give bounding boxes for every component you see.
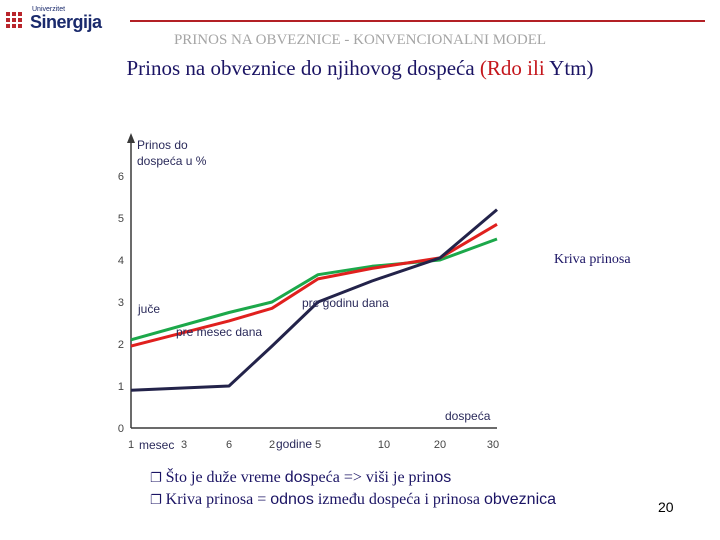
logo-mark-icon xyxy=(6,12,22,28)
y-tick-label: 1 xyxy=(118,381,124,393)
x-tick-label: 1 xyxy=(128,439,134,451)
label-pre-mesec-dana: pre mesec dana xyxy=(176,325,262,339)
y-tick-label: 5 xyxy=(118,213,124,225)
x-tick-label: 6 xyxy=(226,439,232,451)
annotation-kriva-prinosa: Kriva prinosa xyxy=(554,252,631,267)
y-tick-label: 0 xyxy=(118,423,124,435)
sinergija-logo: Univerzitet Sinergija xyxy=(6,6,102,32)
bullet-icon: ❐ xyxy=(150,493,162,508)
x-tick-label: 30 xyxy=(487,439,499,451)
logo-small-text: Univerzitet xyxy=(32,6,66,13)
x-tick-label: 20 xyxy=(434,439,446,451)
series-line xyxy=(130,208,498,392)
header-title: PRINOS NA OBVEZNICE - KONVENCIONALNI MOD… xyxy=(173,32,547,48)
y-tick-label: 2 xyxy=(118,339,124,351)
bullet-list: ❐ Što je duže vreme dospeća => viši je pr… xyxy=(150,467,556,511)
slide-title: Prinos na obveznice do njihovog dospeća … xyxy=(0,56,720,81)
y-axis-label-line2: dospeća u % xyxy=(137,154,207,168)
y-tick-label: 3 xyxy=(118,297,124,309)
x-axis-label: dospeća xyxy=(445,409,491,423)
y-axis-label-line1: Prinos do xyxy=(137,138,188,152)
x-tick-label: 10 xyxy=(378,439,390,451)
label-pre-godinu-dana: pre godinu dana xyxy=(302,296,389,310)
y-axis-arrow-icon xyxy=(127,133,135,143)
bullet-item: ❐ Kriva prinosa = odnos između dospeća i … xyxy=(150,491,557,508)
y-tick-label: 6 xyxy=(118,171,124,183)
x-tick-label: 5 xyxy=(315,439,321,451)
page-number: 20 xyxy=(658,499,674,515)
slide-title-paren-close: Ytm) xyxy=(549,56,594,80)
logo-name: Sinergija xyxy=(30,12,102,32)
slide-title-main: Prinos na obveznice do njihovog dospeća xyxy=(126,56,475,80)
bullet-item: ❐ Što je duže vreme dospeća => viši je pr… xyxy=(150,469,452,486)
x-unit-label-mesec: mesec xyxy=(139,438,174,452)
label-juce: juče xyxy=(137,302,160,316)
x-unit-label-godine: godine xyxy=(276,437,312,451)
header-divider xyxy=(130,20,705,22)
series-line xyxy=(130,237,498,342)
x-tick-label: 2 xyxy=(269,439,275,451)
bullet-icon: ❐ xyxy=(150,471,162,486)
slide-title-paren-open: (Rdo ili xyxy=(479,56,545,80)
y-tick-label: 4 xyxy=(118,255,124,267)
x-tick-label: 3 xyxy=(181,439,187,451)
